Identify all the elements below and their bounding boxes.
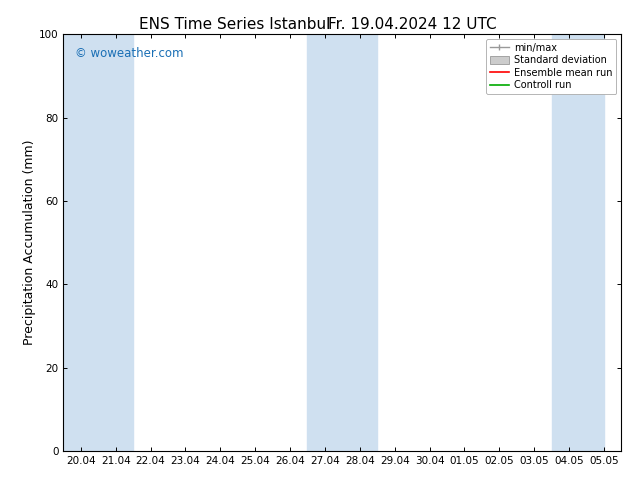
Text: © woweather.com: © woweather.com — [75, 47, 183, 60]
Bar — [552, 34, 604, 451]
Y-axis label: Precipitation Accumulation (mm): Precipitation Accumulation (mm) — [23, 140, 36, 345]
Bar — [307, 34, 377, 451]
Bar — [63, 34, 133, 451]
Legend: min/max, Standard deviation, Ensemble mean run, Controll run: min/max, Standard deviation, Ensemble me… — [486, 39, 616, 94]
Text: Fr. 19.04.2024 12 UTC: Fr. 19.04.2024 12 UTC — [328, 17, 496, 32]
Text: ENS Time Series Istanbul: ENS Time Series Istanbul — [139, 17, 330, 32]
